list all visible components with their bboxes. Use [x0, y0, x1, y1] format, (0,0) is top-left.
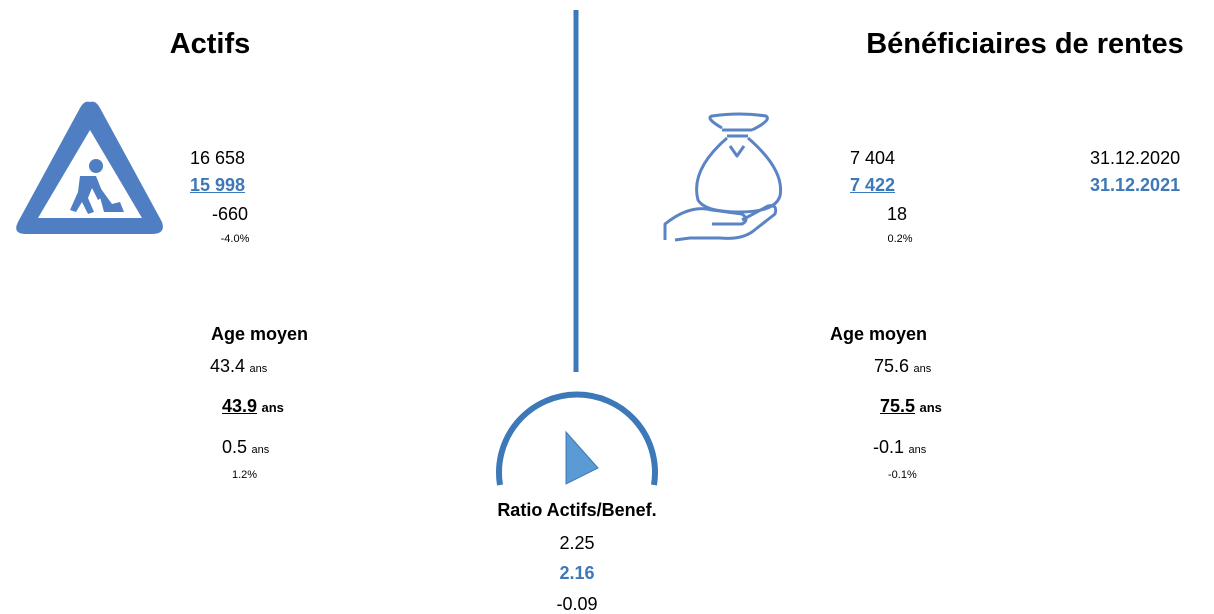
age-change: -0.1	[873, 437, 905, 457]
age-change-row: -0.1 ans	[873, 438, 926, 457]
date-current: 31.12.2021	[1090, 175, 1181, 195]
count-current: 15 998	[190, 175, 246, 195]
section-title: Actifs	[169, 28, 251, 60]
count-previous: 16 658	[190, 148, 246, 168]
count-change: -660	[211, 204, 249, 224]
age-current-row: 43.9 ans	[222, 397, 284, 416]
unit: ans	[249, 363, 268, 375]
age-current: 75.5	[880, 396, 916, 416]
unit: ans	[913, 363, 932, 375]
unit: ans	[251, 444, 270, 456]
money-bag-icon	[663, 112, 783, 242]
ratio-current: 2.16	[559, 563, 595, 583]
age-current-row: 75.5 ans	[880, 397, 942, 416]
count-change-pct: -4.0%	[220, 233, 250, 245]
age-change-pct: -0.1%	[888, 469, 917, 481]
age-title: Age moyen	[830, 324, 928, 344]
age-change: 0.5	[222, 437, 248, 457]
count-previous: 7 404	[850, 148, 896, 168]
age-previous: 75.6	[874, 356, 910, 376]
age-title: Age moyen	[211, 324, 309, 344]
age-change-row: 0.5 ans	[222, 438, 269, 457]
unit: ans	[919, 400, 942, 415]
gauge	[496, 391, 658, 486]
age-current: 43.9	[222, 396, 258, 416]
unit: ans	[261, 400, 284, 415]
count-change-pct: 0.2%	[887, 233, 913, 245]
count-current: 7 422	[850, 175, 896, 195]
count-change: 18	[886, 204, 908, 224]
ratio-previous: 2.25	[559, 533, 595, 553]
date-previous: 31.12.2020	[1090, 148, 1181, 168]
worker-sign-icon	[16, 101, 163, 234]
ratio-title: Ratio Actifs/Benef.	[497, 500, 657, 520]
age-previous-row: 43.4 ans	[210, 357, 267, 376]
ratio-change: -0.09	[556, 594, 598, 614]
unit: ans	[908, 444, 927, 456]
age-previous: 43.4	[210, 356, 246, 376]
age-previous-row: 75.6 ans	[874, 357, 931, 376]
section-title: Bénéficiaires de rentes	[866, 28, 1184, 60]
age-change-pct: 1.2%	[232, 469, 258, 481]
